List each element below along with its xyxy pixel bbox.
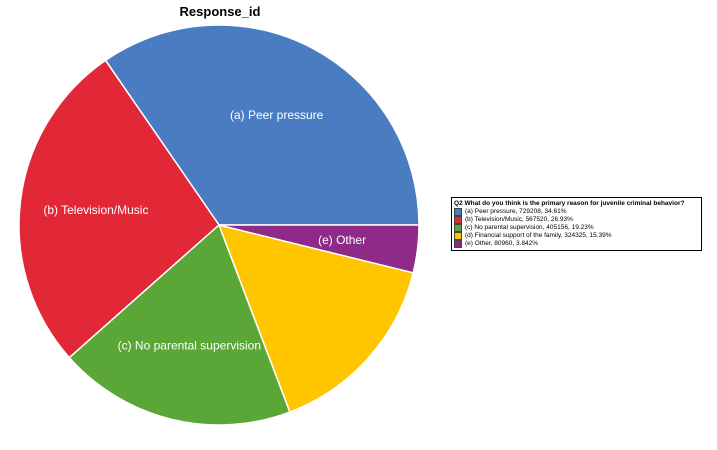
pie-chart: (a) Peer pressure (b) Television/Music (c)… [18, 24, 420, 426]
slice-label-4: (e) Other [318, 233, 366, 247]
pie-slice-3 [217, 223, 415, 413]
legend-swatch-4 [454, 240, 462, 248]
legend-label-0: (a) Peer pressure, 729208, 34.61% [465, 208, 567, 215]
slice-label-2: (c) No parental supervision [118, 338, 261, 352]
legend-label-3: (d) Financial support of the family, 324… [465, 232, 612, 239]
legend-swatch-0 [454, 208, 462, 216]
legend-item-2: (c) No parental supervision, 405156, 19.… [454, 224, 699, 232]
slice-label-1: (b) Television/Music [43, 203, 148, 217]
legend-swatch-2 [454, 224, 462, 232]
legend: Q2 What do you think is the primary reas… [451, 197, 702, 251]
chart-title: Response_id [179, 4, 261, 19]
legend-label-1: (b) Television/Music, 567520, 26.93% [465, 216, 573, 223]
pie-slice-2 [68, 223, 291, 426]
legend-items: (a) Peer pressure, 729208, 34.61% (b) Tel… [454, 208, 699, 248]
legend-item-1: (b) Television/Music, 567520, 26.93% [454, 216, 699, 224]
legend-label-2: (c) No parental supervision, 405156, 19.… [465, 224, 594, 231]
pie-slice-1 [18, 59, 220, 359]
legend-item-0: (a) Peer pressure, 729208, 34.61% [454, 208, 699, 216]
pie-slice-0 [104, 24, 420, 226]
legend-item-4: (e) Other, 80960, 3.842% [454, 240, 699, 248]
slice-label-0: (a) Peer pressure [230, 108, 324, 122]
legend-label-4: (e) Other, 80960, 3.842% [465, 240, 538, 247]
pie-slice-4 [218, 224, 420, 274]
legend-swatch-1 [454, 216, 462, 224]
legend-title: Q2 What do you think is the primary reas… [454, 200, 685, 207]
legend-swatch-3 [454, 232, 462, 240]
legend-item-3: (d) Financial support of the family, 324… [454, 232, 699, 240]
